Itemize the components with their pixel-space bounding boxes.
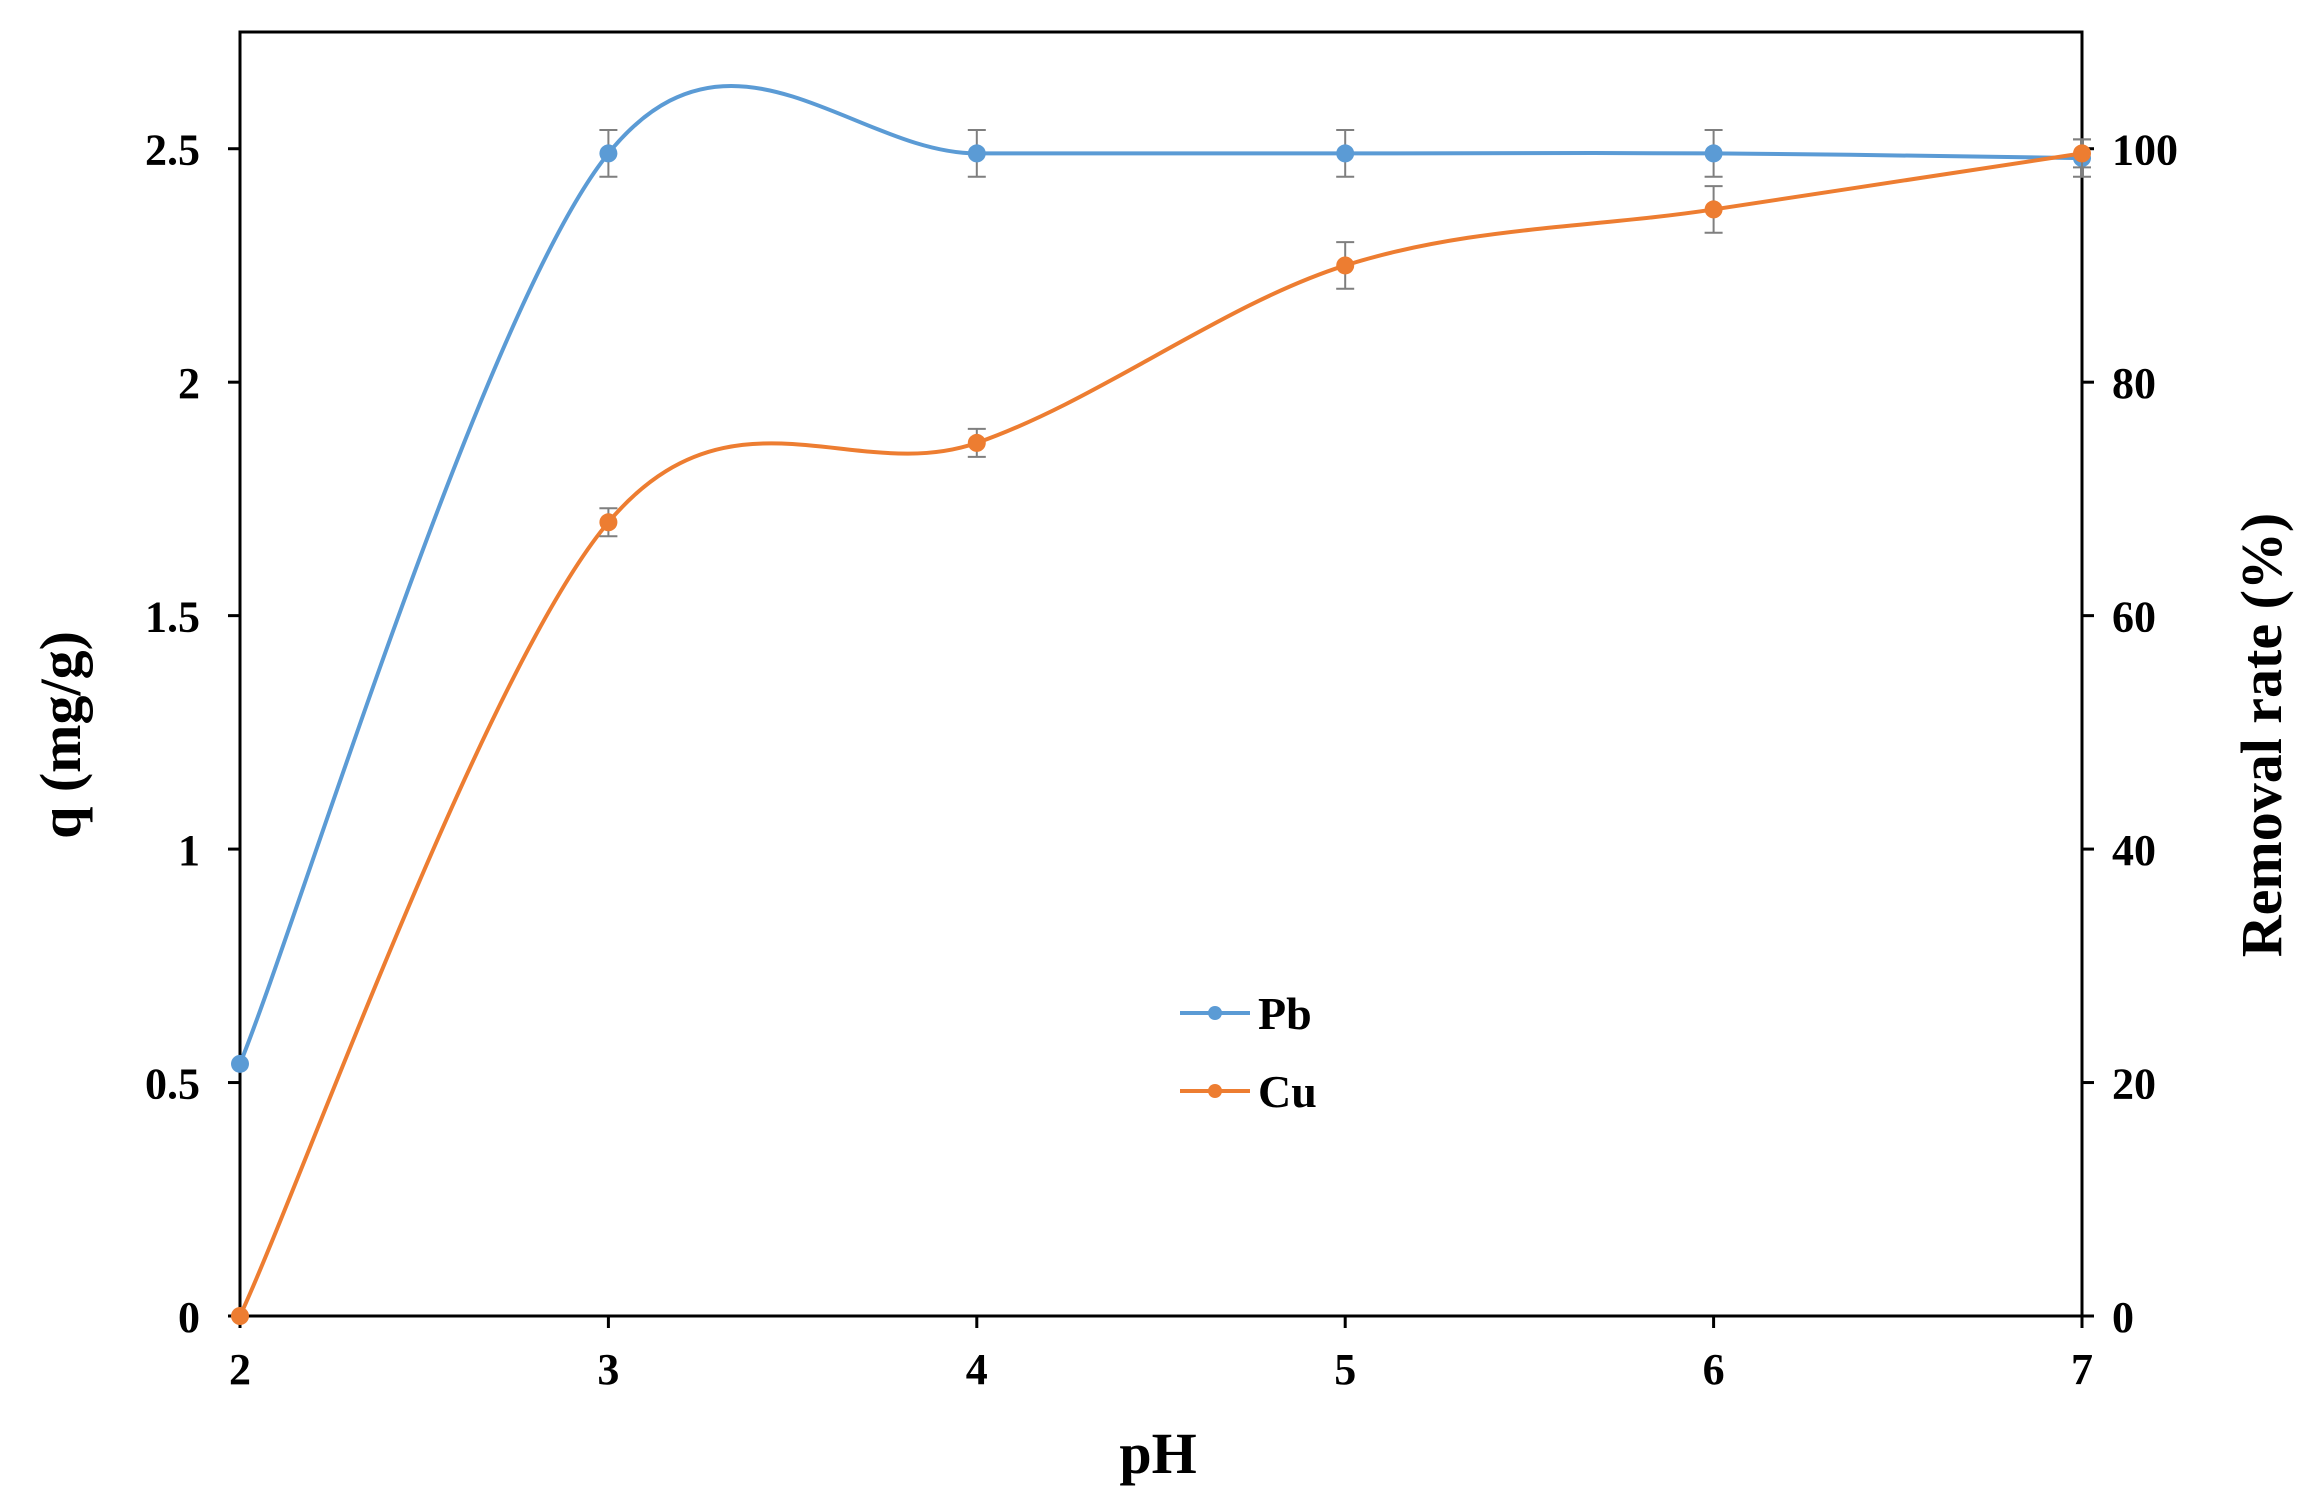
legend-label-cu: Cu	[1258, 1066, 1317, 1117]
x-axis-ticks: 2 3 4 5 6 7	[229, 1316, 2093, 1394]
y2-tick-label: 80	[2112, 359, 2156, 408]
y-tick-label: 2	[178, 359, 200, 408]
x-axis-label: pH	[1119, 1421, 1196, 1486]
data-point-cu	[231, 1307, 249, 1325]
y2-tick-label: 0	[2112, 1293, 2134, 1342]
x-tick-label: 7	[2071, 1345, 2093, 1394]
x-tick-label: 3	[597, 1345, 619, 1394]
y2-tick-label: 40	[2112, 826, 2156, 875]
legend-label-pb: Pb	[1258, 988, 1312, 1039]
data-point-pb	[1336, 144, 1355, 163]
x-tick-label: 5	[1334, 1345, 1356, 1394]
y2-axis-ticks: 0 20 40 60 80 100	[2082, 126, 2178, 1342]
y-axis-label: q (mg/g)	[28, 631, 93, 839]
y-tick-label: 1	[178, 826, 200, 875]
x-tick-label: 2	[229, 1345, 251, 1394]
data-point-cu	[967, 433, 986, 452]
data-point-pb	[599, 144, 618, 163]
data-point-pb	[1704, 144, 1723, 163]
series-pb	[231, 84, 2091, 1073]
series-line-cu	[238, 151, 2083, 1317]
legend: Pb Cu	[1180, 988, 1317, 1117]
y2-tick-label: 60	[2112, 593, 2156, 642]
data-point-pb	[967, 144, 986, 163]
legend-marker-pb	[1208, 1006, 1222, 1020]
x-tick-label: 4	[966, 1345, 988, 1394]
plot-frame	[238, 30, 2084, 1318]
data-point-pb	[231, 1054, 249, 1073]
series-cu	[231, 138, 2091, 1325]
y2-tick-label: 100	[2112, 126, 2178, 175]
y-axis-ticks: 0 0.5 1 1.5 2 2.5	[145, 126, 240, 1342]
y-tick-label: 0.5	[145, 1060, 200, 1109]
plot-border	[238, 30, 2084, 1318]
data-point-cu	[599, 513, 618, 532]
data-point-cu	[1704, 200, 1723, 219]
legend-marker-cu	[1208, 1084, 1222, 1098]
series-layer	[231, 84, 2091, 1325]
x-tick-label: 6	[1703, 1345, 1725, 1394]
series-line-pb	[238, 84, 2083, 1065]
y-tick-label: 1.5	[145, 593, 200, 642]
data-point-cu	[2073, 144, 2091, 163]
y-tick-label: 2.5	[145, 126, 200, 175]
y2-axis-label: Removal rate (%)	[2229, 513, 2294, 958]
data-point-cu	[1336, 256, 1355, 275]
y-tick-label: 0	[178, 1293, 200, 1342]
y2-tick-label: 20	[2112, 1060, 2156, 1109]
